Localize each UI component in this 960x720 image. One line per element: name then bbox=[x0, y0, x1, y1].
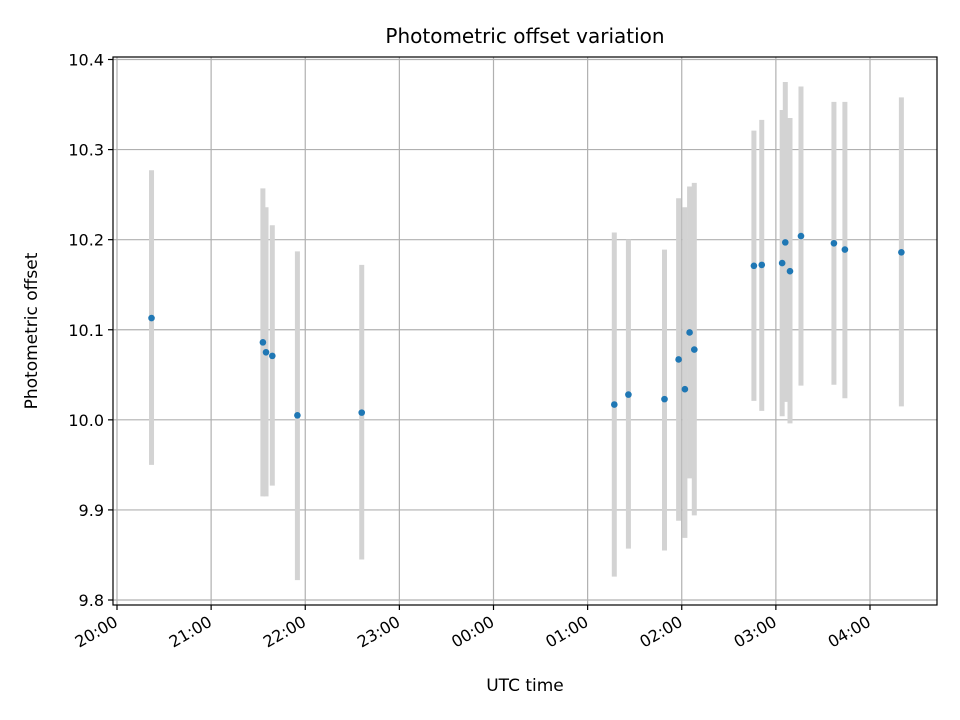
y-tick-label: 9.9 bbox=[79, 501, 104, 520]
data-point bbox=[686, 329, 693, 336]
data-point bbox=[269, 352, 276, 360]
data-point bbox=[758, 261, 766, 269]
data-point bbox=[675, 356, 682, 363]
data-point bbox=[661, 395, 668, 403]
data-point bbox=[830, 239, 838, 247]
y-tick-label: 10.2 bbox=[68, 231, 104, 250]
y-axis-ticks: 9.8 9.9 10.0 10.1 10.2 10.3 10.4 bbox=[68, 51, 113, 610]
y-axis-label: Photometric offset bbox=[22, 252, 42, 409]
data-point bbox=[262, 348, 270, 356]
y-tick-label: 9.8 bbox=[79, 591, 104, 610]
data-point bbox=[358, 409, 366, 416]
data-point bbox=[786, 267, 794, 275]
data-point bbox=[841, 246, 849, 253]
y-tick-label: 10.0 bbox=[68, 411, 104, 430]
data-point bbox=[691, 346, 698, 353]
data-point bbox=[781, 239, 789, 246]
data-point bbox=[625, 391, 632, 398]
data-point bbox=[797, 232, 805, 240]
data-point bbox=[778, 259, 786, 267]
plot-frame bbox=[112, 56, 938, 606]
data-point bbox=[681, 385, 689, 393]
data-point bbox=[750, 262, 758, 270]
data-markers bbox=[148, 232, 905, 419]
y-tick-label: 10.4 bbox=[68, 51, 104, 70]
data-point bbox=[898, 248, 905, 256]
chart-title: Photometric offset variation bbox=[385, 24, 664, 48]
y-tick-label: 10.3 bbox=[68, 141, 104, 160]
data-point bbox=[148, 314, 155, 322]
data-point bbox=[610, 401, 618, 408]
data-point bbox=[294, 412, 301, 419]
data-point bbox=[259, 339, 267, 346]
y-tick-label: 10.1 bbox=[68, 321, 104, 340]
x-axis-label: UTC time bbox=[486, 676, 564, 696]
